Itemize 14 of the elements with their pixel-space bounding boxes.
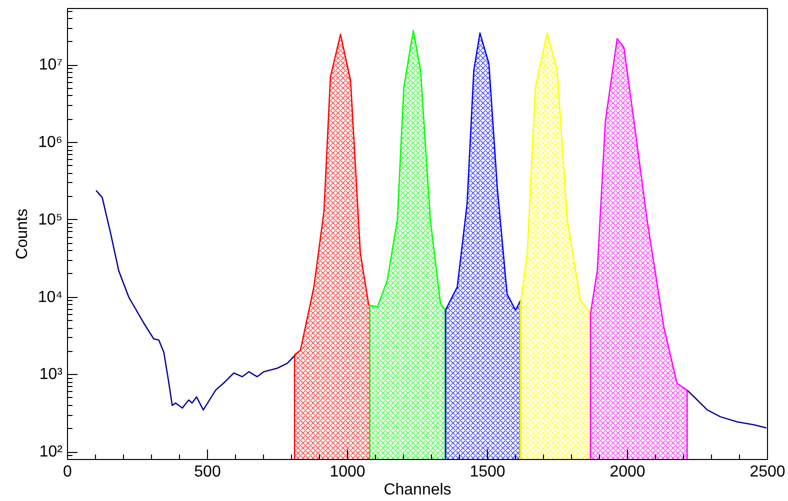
y-tick-label: 10² <box>39 444 64 460</box>
x-tick-label: 0 <box>63 464 72 480</box>
y-tick-label: 10⁵ <box>38 211 63 228</box>
x-tick-label: 500 <box>194 464 221 480</box>
x-tick-label: 1500 <box>470 464 506 480</box>
y-tick-label: 10⁶ <box>38 134 63 152</box>
y-tick-label: 10⁴ <box>38 288 63 306</box>
x-tick-label: 1000 <box>330 464 366 480</box>
x-tick-label: 2500 <box>750 464 786 480</box>
y-tick-label: 10⁷ <box>38 56 63 74</box>
x-axis-title: Channels <box>384 482 452 498</box>
y-axis-title: Counts <box>14 208 31 260</box>
y-tick-label: 10³ <box>39 366 64 384</box>
x-tick-label: 2000 <box>610 464 646 480</box>
